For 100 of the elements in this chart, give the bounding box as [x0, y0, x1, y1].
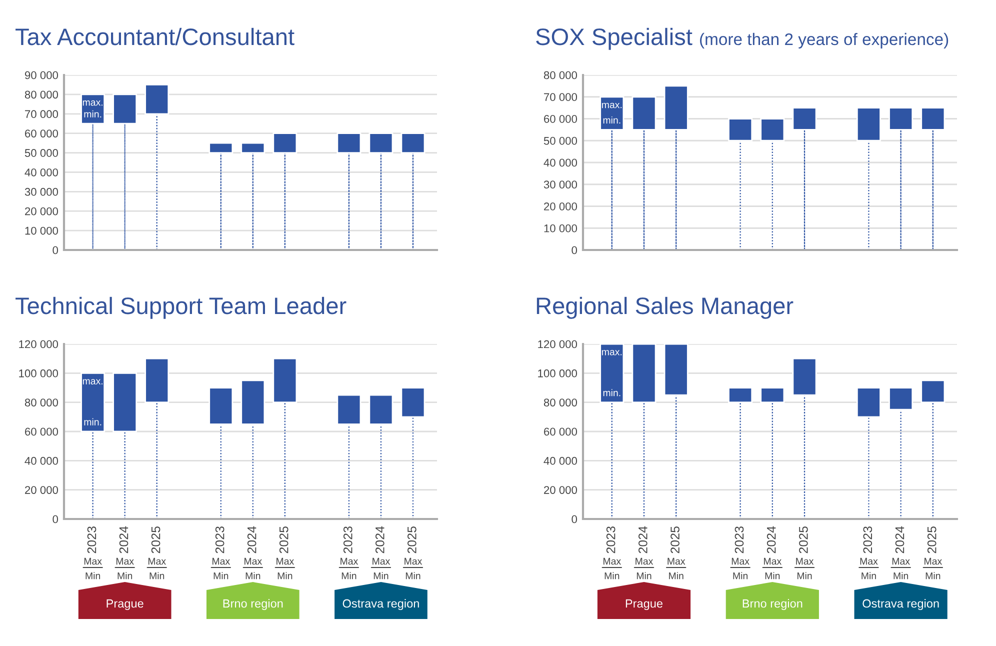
text: Min	[406, 572, 420, 580]
x-tick-label: 2025	[799, 526, 808, 554]
text: Max	[404, 558, 422, 565]
text: Min	[214, 572, 228, 580]
text: Max	[860, 558, 878, 565]
text: Max	[796, 558, 814, 565]
y-tick-label: 90 000	[24, 71, 58, 80]
x-tick-label: 2023	[215, 526, 224, 554]
y-tick-label: 0	[572, 246, 578, 254]
text: Min	[797, 572, 812, 580]
y-tick-label: 20 000	[25, 486, 58, 494]
text: Max	[604, 558, 621, 565]
text: Max	[212, 558, 230, 565]
text: Max	[340, 558, 358, 565]
text: Brno region	[223, 598, 283, 610]
chart-subtitle: (more than 2 years of experience)	[700, 32, 948, 48]
y-tick-label: 60 000	[544, 428, 578, 436]
text: Max	[892, 558, 910, 565]
y-tick-label: 70 000	[544, 93, 578, 102]
x-tick-label: 2025	[407, 526, 416, 554]
chart-title: Technical Support Team Leader	[16, 296, 346, 319]
y-tick-label: 120 000	[538, 340, 578, 348]
y-tick-label: 40 000	[24, 456, 58, 465]
y-tick-label: 80 000	[544, 71, 578, 80]
y-tick-label: 30 000	[24, 188, 58, 196]
y-tick-label: 10 000	[544, 224, 578, 232]
y-tick-label: 20 000	[544, 486, 578, 494]
y-tick-label: 40 000	[544, 158, 578, 167]
annotation: max.	[602, 102, 622, 108]
y-tick-label: 70 000	[25, 110, 58, 118]
chart-title: Tax Accountant/Consultant	[16, 28, 294, 46]
text: Max	[244, 558, 262, 565]
x-tick-label: 2023	[87, 526, 96, 554]
text: Max	[372, 558, 390, 565]
y-tick-label: 10 000	[25, 226, 58, 235]
text: Ostrava region	[862, 598, 939, 610]
y-tick-label: 100 000	[19, 369, 58, 378]
x-tick-label: 2025	[927, 526, 936, 554]
x-tick-label: 2025	[670, 526, 680, 554]
y-tick-label: 30 000	[544, 180, 578, 189]
text: Max	[276, 558, 294, 565]
text: Min	[278, 572, 292, 580]
x-tick-label: 2024	[766, 526, 776, 554]
annotation: min.	[84, 110, 102, 118]
text: Max	[732, 558, 750, 565]
x-tick-label: 2023	[863, 526, 872, 554]
y-tick-label: 80 000	[544, 398, 578, 406]
annotation: max.	[82, 379, 102, 384]
text: Prague	[106, 599, 144, 610]
annotation: min.	[603, 116, 620, 124]
text: Min	[86, 572, 100, 580]
x-tick-label: 2023	[734, 526, 744, 554]
annotation: max.	[82, 100, 102, 106]
text: Min	[669, 572, 684, 580]
text: Min	[246, 572, 260, 580]
y-tick-label: 40 000	[24, 168, 58, 176]
text: Brno region	[742, 598, 802, 610]
text: Prague	[626, 599, 663, 610]
text: Max	[636, 558, 654, 565]
y-tick-label: 20 000	[25, 207, 58, 216]
y-tick-label: 80 000	[24, 398, 58, 406]
text: Max	[924, 558, 942, 565]
y-tick-label: 60 000	[544, 115, 578, 123]
text: Min	[636, 572, 652, 580]
y-tick-label: 40 000	[544, 456, 578, 465]
y-tick-label: 60 000	[25, 428, 58, 436]
text: Min	[733, 572, 748, 580]
y-tick-label: 80 000	[24, 90, 58, 99]
text: Min	[150, 572, 164, 580]
y-tick-label: 0	[572, 515, 578, 524]
y-tick-label: 0	[52, 515, 58, 524]
y-tick-label: 50 000	[544, 136, 578, 145]
text: Min	[765, 572, 780, 580]
chart-title: Regional Sales Manager	[536, 296, 794, 319]
annotation: min.	[84, 418, 102, 426]
x-tick-label: 2023	[343, 526, 352, 554]
text: Max	[84, 558, 102, 565]
text: Min	[926, 572, 940, 580]
text: Max	[764, 558, 782, 565]
x-tick-label: 2024	[638, 526, 648, 554]
text: Min	[604, 572, 620, 580]
text: Min	[862, 572, 876, 580]
text: Min	[342, 572, 356, 580]
text: Max	[116, 558, 134, 565]
x-tick-label: 2024	[895, 526, 904, 554]
text: Min	[118, 572, 132, 580]
x-tick-label: 2025	[151, 526, 160, 554]
text: Max	[668, 558, 686, 565]
annotation: min.	[603, 389, 620, 396]
chart-title: SOX Specialist	[536, 28, 692, 50]
text: Ostrava region	[342, 598, 419, 610]
y-tick-label: 60 000	[25, 130, 58, 138]
y-tick-label: 0	[52, 246, 58, 254]
y-tick-label: 100 000	[538, 369, 578, 378]
x-tick-label: 2023	[606, 526, 616, 554]
x-tick-label: 2025	[279, 526, 288, 554]
x-tick-label: 2024	[247, 526, 256, 554]
x-tick-label: 2024	[375, 526, 384, 554]
text: Min	[374, 572, 388, 580]
y-tick-label: 50 000	[24, 149, 58, 157]
